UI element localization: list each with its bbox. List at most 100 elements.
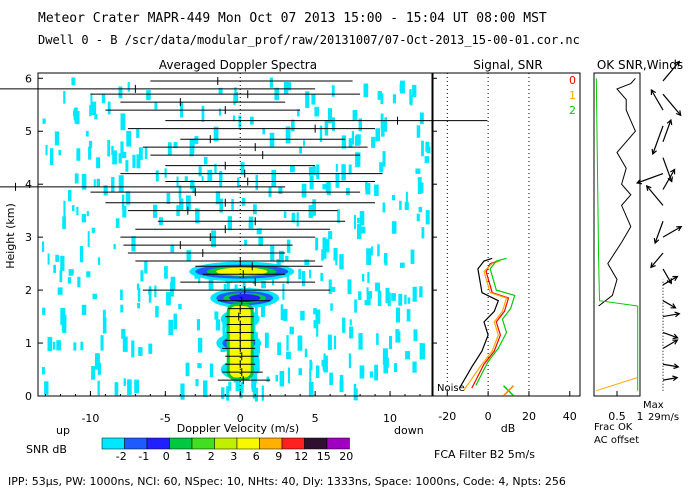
noise-speckle [375, 128, 380, 142]
noise-speckle [244, 239, 247, 246]
noise-speckle [415, 168, 421, 174]
wind-arrow-head [669, 168, 676, 175]
noise-speckle [381, 121, 385, 137]
noise-speckle [285, 126, 291, 144]
legend-2: 2 [569, 104, 576, 117]
noise-speckle [253, 204, 257, 215]
noise-speckle [349, 326, 354, 339]
noise-speckle [367, 272, 370, 284]
noise-speckle [155, 305, 159, 318]
noise-speckle [299, 146, 302, 154]
noise-speckle [405, 191, 408, 203]
wind-arrow-head [666, 278, 672, 285]
noise-speckle [328, 231, 333, 239]
noise-speckle [324, 120, 329, 136]
snr-panel: -20 0 20 40 [432, 72, 581, 423]
wind-arrow [662, 300, 676, 309]
noise-speckle [61, 323, 65, 331]
noise-speckle [97, 380, 100, 396]
noise-speckle [218, 87, 223, 94]
legend-0: 0 [569, 74, 576, 87]
noise-label: Noise [437, 383, 465, 394]
noise-speckle [207, 169, 213, 182]
wind-arrow-head [674, 60, 681, 67]
noise-speckle [215, 319, 221, 331]
noise-speckle [100, 335, 104, 351]
noise-speckle [355, 152, 359, 168]
noise-speckle [387, 292, 391, 307]
noise-speckle [311, 94, 316, 105]
noise-speckle [269, 77, 273, 88]
noise-speckle [241, 197, 246, 206]
y-tick-label: 6 [25, 72, 32, 85]
colorbar-tick-label: 15 [317, 450, 331, 463]
noise-speckle [58, 150, 61, 156]
noise-speckle [261, 281, 266, 289]
noise-speckle [219, 198, 223, 213]
noise-speckle [399, 83, 405, 92]
noise-speckle [234, 92, 239, 103]
noise-speckle [420, 343, 425, 360]
wind-arrow [662, 157, 673, 182]
y-tick-label: 4 [25, 178, 32, 191]
noise-speckle [404, 294, 407, 305]
noise-speckle [121, 194, 125, 210]
wind-arrow [662, 61, 680, 82]
winds-frame [593, 72, 641, 397]
noise-speckle [315, 309, 321, 324]
noise-speckle [232, 115, 236, 122]
noise-speckle [298, 368, 302, 376]
wind-arrow-head [666, 118, 673, 126]
noise-speckle [148, 286, 152, 303]
noise-speckle [197, 363, 202, 369]
noise-speckle [419, 343, 423, 360]
wind-arrow-head [650, 262, 656, 269]
noise-speckle [81, 304, 87, 315]
wind-arrow [636, 173, 664, 184]
wind-arrow [650, 252, 664, 268]
noise-speckle [285, 255, 289, 262]
noise-speckle [339, 254, 344, 270]
wind-arrow [662, 377, 678, 381]
noise-speckle [155, 170, 159, 182]
noise-speckle [382, 202, 386, 213]
noise-speckle [81, 173, 87, 190]
noise-speckle [137, 302, 140, 309]
noise-speckle [201, 105, 205, 122]
x-tick-label: 0 [237, 412, 244, 425]
noise-speckle [255, 174, 258, 191]
noise-speckle [308, 205, 313, 218]
noise-speckle [412, 84, 417, 98]
spectra-up-label: up [56, 424, 70, 437]
noise-speckle [178, 303, 182, 310]
noise-speckle [362, 274, 365, 282]
noise-speckle [421, 140, 424, 157]
noise-speckle [87, 231, 90, 248]
noise-speckle [405, 351, 410, 360]
x-tick-label: 10 [383, 412, 397, 425]
noise-speckle [287, 82, 291, 91]
echo-layer [229, 294, 261, 303]
colorbar-swatch [191, 437, 215, 450]
noise-speckle [413, 329, 418, 342]
noise-speckle [93, 179, 96, 187]
winds-series-ac_offset [596, 377, 638, 392]
noise-speckle [86, 211, 89, 217]
noise-speckle [312, 199, 317, 216]
max-label: Max [643, 400, 664, 411]
wind-arrow [662, 119, 672, 143]
colorbar-tick-label: 12 [294, 450, 308, 463]
noise-speckle [97, 257, 101, 265]
noise-speckle [204, 156, 208, 165]
noise-speckle [255, 387, 258, 402]
noise-speckle [138, 147, 143, 160]
noise-speckle [226, 386, 230, 401]
noise-speckle [122, 336, 128, 352]
noise-speckle [71, 77, 76, 86]
noise-speckle [379, 162, 384, 173]
noise-speckle [92, 293, 98, 300]
noise-speckle [331, 85, 335, 97]
noise-speckle [90, 93, 93, 109]
y-tick-label: 2 [25, 284, 32, 297]
noise-speckle [369, 371, 373, 378]
